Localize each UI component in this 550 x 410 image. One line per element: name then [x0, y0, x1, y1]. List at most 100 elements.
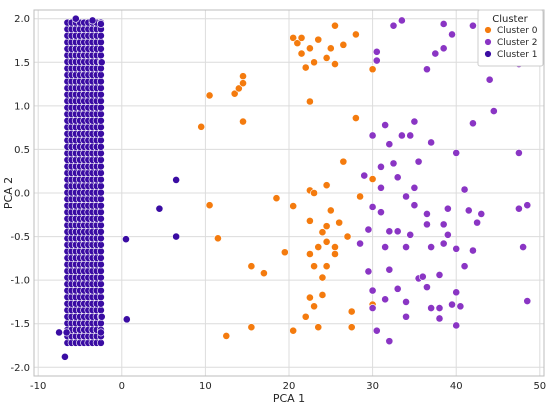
point-cluster-0	[314, 35, 323, 44]
point-cluster-1	[96, 175, 105, 184]
point-cluster-2	[448, 30, 456, 39]
point-cluster-2	[372, 56, 381, 65]
x-tick-labels: -10 0 10 20 30 40 50	[30, 381, 546, 392]
point-cluster-1	[96, 77, 105, 86]
point-cluster-0	[331, 21, 339, 30]
point-cluster-0	[351, 114, 360, 122]
point-cluster-2	[364, 267, 373, 276]
point-cluster-2	[385, 337, 394, 346]
point-cluster-2	[406, 230, 415, 239]
point-cluster-1	[122, 315, 131, 324]
point-cluster-0	[339, 157, 348, 166]
point-cluster-2	[368, 203, 377, 211]
point-cluster-1	[96, 247, 105, 256]
point-cluster-2	[469, 119, 477, 128]
point-cluster-1	[96, 188, 105, 197]
point-cluster-2	[402, 243, 410, 251]
point-cluster-2	[515, 149, 523, 157]
point-cluster-2	[414, 157, 423, 166]
point-cluster-0	[318, 291, 327, 299]
point-cluster-0	[314, 243, 323, 251]
point-cluster-0	[347, 323, 356, 332]
point-cluster-2	[460, 262, 469, 271]
point-cluster-2	[452, 288, 461, 297]
point-cluster-1	[96, 51, 105, 60]
data-points	[55, 14, 532, 361]
point-cluster-1	[96, 90, 105, 99]
point-cluster-1	[96, 136, 105, 145]
point-cluster-2	[460, 185, 469, 194]
y-tick-label: -1.5	[10, 319, 30, 330]
point-cluster-2	[389, 21, 398, 30]
point-cluster-1	[96, 195, 105, 203]
point-cluster-2	[452, 149, 461, 157]
point-cluster-2	[427, 304, 436, 312]
point-cluster-0	[326, 44, 335, 53]
point-cluster-2	[377, 183, 385, 192]
point-cluster-0	[239, 117, 247, 126]
point-cluster-0	[322, 181, 331, 190]
point-cluster-2	[381, 243, 390, 251]
point-cluster-2	[402, 312, 410, 321]
point-cluster-1	[96, 149, 105, 158]
point-cluster-0	[322, 237, 331, 246]
point-cluster-2	[423, 65, 431, 74]
y-tick-labels: -2.0 -1.5 -1.0 -0.5 0.0 0.5 1.0 1.5 2.0	[10, 14, 30, 374]
point-cluster-2	[356, 239, 364, 248]
point-cluster-1	[61, 352, 69, 361]
x-tick-label: -10	[30, 381, 46, 392]
point-cluster-2	[381, 295, 390, 304]
point-cluster-2	[418, 272, 427, 281]
point-cluster-1	[96, 116, 105, 125]
point-cluster-2	[523, 201, 532, 210]
point-cluster-0	[234, 84, 243, 93]
point-cluster-1	[96, 299, 105, 308]
point-cluster-2	[368, 131, 377, 140]
point-cluster-2	[393, 284, 402, 293]
point-cluster-0	[306, 293, 314, 302]
point-cluster-2	[515, 204, 523, 213]
point-cluster-1	[172, 232, 181, 241]
point-cluster-0	[205, 91, 214, 100]
point-cluster-2	[381, 121, 390, 129]
point-cluster-2	[402, 298, 410, 306]
point-cluster-1	[96, 227, 105, 236]
point-cluster-0	[289, 326, 298, 335]
point-cluster-2	[443, 230, 452, 239]
point-cluster-0	[331, 243, 339, 251]
x-tick-label: 50	[533, 381, 546, 392]
point-cluster-0	[306, 216, 314, 225]
y-tick-label: 1.5	[14, 58, 30, 69]
point-cluster-2	[435, 314, 444, 323]
x-tick-label: 10	[199, 381, 212, 392]
point-cluster-0	[280, 248, 289, 257]
point-cluster-0	[230, 89, 239, 98]
point-cluster-1	[122, 235, 130, 244]
point-cluster-1	[96, 182, 105, 190]
point-cluster-0	[343, 232, 352, 241]
point-cluster-0	[306, 250, 314, 258]
point-cluster-1	[96, 306, 105, 315]
grid-lines	[34, 10, 544, 376]
point-cluster-2	[402, 192, 410, 201]
point-cluster-1	[96, 338, 105, 347]
y-tick-label: 0.0	[14, 189, 30, 200]
point-cluster-0	[197, 122, 206, 131]
legend-marker	[484, 26, 492, 34]
point-cluster-1	[96, 221, 105, 230]
point-cluster-2	[397, 16, 406, 25]
point-cluster-1	[96, 71, 105, 79]
plot-frame	[33, 9, 545, 377]
point-cluster-2	[464, 206, 473, 215]
legend-marker	[484, 50, 492, 58]
point-cluster-2	[523, 297, 532, 305]
y-tick-label: 2.0	[14, 14, 30, 25]
point-cluster-2	[469, 21, 477, 30]
point-cluster-0	[301, 312, 310, 321]
point-cluster-0	[247, 323, 256, 332]
point-cluster-0	[347, 307, 356, 316]
point-cluster-1	[96, 169, 105, 177]
point-cluster-2	[397, 131, 406, 140]
point-cluster-0	[322, 54, 331, 62]
